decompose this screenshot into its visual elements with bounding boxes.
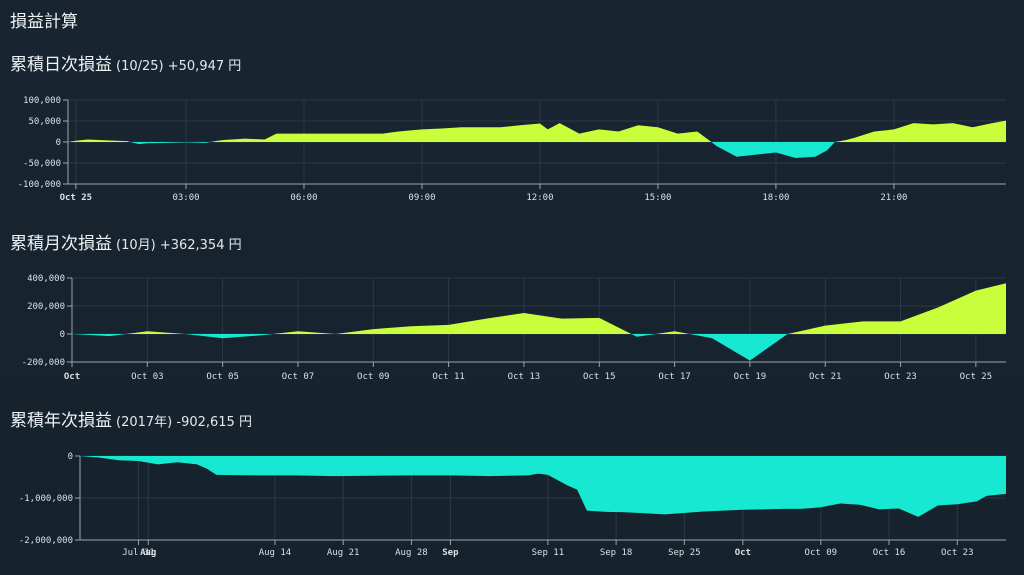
x-tick-label: Sep 25 [668,548,701,558]
monthly-total: +362,354 [159,238,225,253]
page-title: 損益計算 [10,12,78,32]
x-tick-label: Jul 31 [122,548,155,558]
yearly-section-title: 累積年次損益 (2017年) -902,615 円 [10,406,252,431]
x-tick-label: Oct 07 [282,372,315,382]
x-tick-label: Oct 25 [60,193,93,203]
y-tick-label: -2,000,000 [19,536,73,546]
y-tick-label: -100,000 [18,180,61,190]
x-tick-label: Oct 23 [941,548,974,558]
monthly-pnl-chart: 400,000 200,000 0 -200,000 Oct Oct 03 Oct 05 Oc… [22,274,1006,382]
x-tick-label: 15:00 [644,193,671,203]
x-tick-label: 12:00 [526,193,553,203]
x-tick-label: 03:00 [172,193,199,203]
x-tick-label: Oct 16 [873,548,906,558]
y-tick-label: -50,000 [23,159,61,169]
x-tick-label: Oct 05 [206,372,239,382]
x-tick-label: Oct [735,548,751,558]
x-tick-label: Oct 17 [658,372,691,382]
y-tick-label: 0 [60,330,65,340]
daily-title: 累積日次損益 [10,55,112,75]
y-tick-label: -1,000,000 [19,494,73,504]
y-tick-label: 0 [68,452,73,462]
negative-area [80,456,1006,517]
x-tick-label: Aug 28 [395,548,428,558]
x-tick-label: Sep 11 [532,548,565,558]
x-tick-label: Oct [64,372,80,382]
x-tick-label: Oct 23 [884,372,917,382]
x-tick-label: 18:00 [762,193,789,203]
x-tick-label: Oct 11 [432,372,465,382]
y-tick-label: 400,000 [27,274,65,284]
monthly-unit: 円 [228,238,242,253]
x-tick-label: 06:00 [290,193,317,203]
x-tick-label: Oct 13 [508,372,541,382]
daily-pnl-chart: 100,000 50,000 0 -50,000 -100,000 Oct 25 03:00… [18,96,1006,203]
monthly-period: (10月) [116,238,156,253]
x-tick-label: Oct 21 [809,372,842,382]
daily-period: (10/25) [116,59,164,74]
x-tick-label: 21:00 [880,193,907,203]
negative-area [72,334,1006,361]
monthly-title: 累積月次損益 [10,234,112,254]
x-tick-label: Oct 15 [583,372,616,382]
yearly-total: -902,615 [176,415,235,430]
negative-area [68,142,1006,158]
daily-section-title: 累積日次損益 (10/25) +50,947 円 [10,50,241,75]
x-tick-label: Oct 09 [805,548,838,558]
yearly-period: (2017年) [116,415,173,430]
y-tick-label: 100,000 [23,96,61,106]
yearly-unit: 円 [238,415,252,430]
y-tick-label: -200,000 [22,358,65,368]
x-tick-label: Sep 18 [600,548,633,558]
x-tick-label: Oct 25 [960,372,993,382]
x-tick-label: Aug 14 [259,548,292,558]
positive-area [72,283,1006,334]
x-tick-label: Aug [140,548,156,558]
x-tick-label: Sep [442,548,459,558]
x-tick-label: Oct 19 [734,372,767,382]
yearly-title: 累積年次損益 [10,411,112,431]
monthly-section-title: 累積月次損益 (10月) +362,354 円 [10,229,242,254]
y-tick-label: 200,000 [27,302,65,312]
daily-unit: 円 [228,59,242,74]
y-tick-label: 50,000 [28,117,61,127]
positive-area [68,120,1006,142]
x-tick-label: 09:00 [408,193,435,203]
y-tick-label: 0 [56,138,61,148]
x-tick-label: Aug 21 [327,548,360,558]
x-tick-label: Oct 03 [131,372,164,382]
x-tick-label: Oct 09 [357,372,390,382]
daily-total: +50,947 [167,59,225,74]
